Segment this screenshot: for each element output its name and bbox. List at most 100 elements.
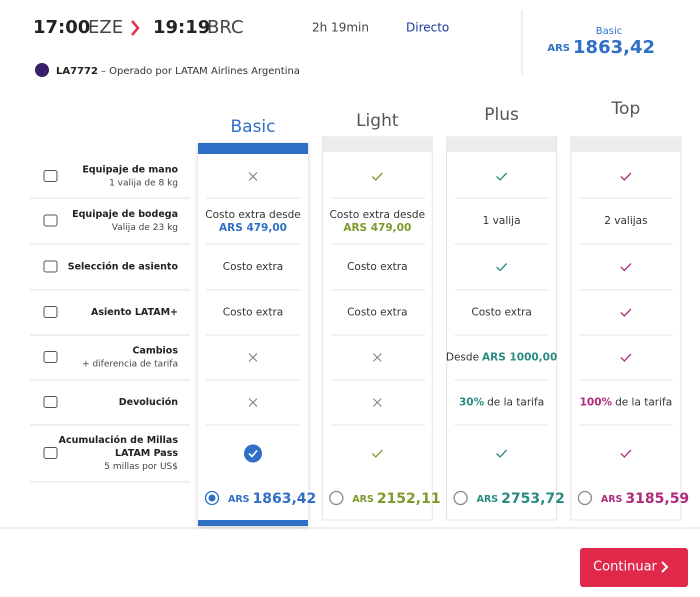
fare-name: Basic [230,117,275,137]
feature-icon [43,447,58,459]
cell-text: Costo extra [347,307,407,319]
feature-title: LATAM Pass [115,448,178,459]
cell-accent: ARS 479,00 [219,222,287,234]
currency[interactable]: ARS [352,494,374,505]
price[interactable]: 3185,59 [625,491,689,507]
cell-text: Desde ARS 1000,00 [446,352,557,364]
feature-title: Equipaje de bodega [72,209,178,220]
continue-button[interactable]: Continuar [580,548,688,587]
fare-name: Top [611,99,641,119]
cell-text: Costo extra [223,307,283,319]
route-arrow [131,20,140,36]
fare-card-header [198,143,308,154]
currency[interactable]: ARS [477,494,499,505]
check-icon [371,449,383,458]
cell-accent: 30% [459,397,485,409]
flight-number: LA7772 [56,66,98,77]
fare-price[interactable]: ARS 2753,72 [477,491,565,507]
flight-info: LA7772– Operado por LATAM Airlines Argen… [56,66,300,77]
cell-text: Costo extra [347,261,407,273]
cell-text-part: de la tarifa [615,397,672,409]
fare-card-header [570,137,681,152]
feature-icon [43,396,58,408]
fare-radio[interactable] [453,490,468,506]
check-icon [620,172,632,181]
operator: – Operado por LATAM Airlines Argentina [101,66,300,77]
arrival-airport: BRC [207,17,244,38]
price: 1863,42 [573,37,655,58]
fare-radio-dot[interactable] [208,494,216,502]
currency[interactable]: ARS [228,494,250,505]
selected-fare: Basic [596,26,622,37]
fare-card-footer [198,520,308,526]
feature-subtitle: 1 valija de 8 kg [109,179,178,189]
stops: Directo [406,21,449,35]
feature-icon [43,214,58,227]
selected-price: ARS 1863,42 [547,37,655,58]
fare-radio[interactable] [577,490,593,506]
cell-accent: ARS 479,00 [343,222,411,234]
price[interactable]: 1863,42 [253,491,317,507]
check-icon [371,172,383,181]
fare-card-header [322,137,433,152]
duration: 2h 19min [312,21,369,35]
button-bg[interactable] [580,548,688,587]
fare-price[interactable]: ARS 3185,59 [601,491,689,507]
feature-title: Selección de asiento [68,262,179,273]
check-icon [248,449,258,458]
airline-logo [35,63,49,77]
cross-icon [248,353,258,362]
feature-icon [43,170,58,182]
cross-icon [372,353,382,362]
check-icon [620,263,632,272]
fare-radio[interactable] [329,490,344,506]
cell-text: 30% de la tarifa [459,397,544,409]
price[interactable]: 2753,72 [501,491,565,507]
departure-airport: EZE [88,17,123,38]
feature-icon [43,306,58,318]
fare-price[interactable]: ARS 2152,11 [352,491,440,507]
button-arrow[interactable] [661,561,669,573]
cross-icon [372,398,382,407]
check-circle-icon [244,444,262,463]
feature-icon [43,351,58,363]
cell-text: 2 valijas [604,215,647,227]
check-icon [620,308,632,317]
arrival-time: 19:19 [153,17,210,38]
feature-title: Asiento LATAM+ [91,307,178,318]
cell-text: Costo extra [223,261,283,273]
feature-icon [43,260,58,273]
feature-subtitle: + diferencia de tarifa [82,360,178,370]
check-icon [620,449,632,458]
feature-title: Equipaje de mano [82,165,178,176]
price[interactable]: 2152,11 [377,491,441,507]
fare-price[interactable]: ARS 1863,42 [228,491,316,507]
fare-card-header [446,137,557,152]
feature-title: Acumulación de Millas [59,435,179,446]
check-icon [620,353,632,362]
cell-text: Costo extra [471,307,531,319]
fare-name: Light [356,111,399,131]
cell-text: 1 valija [483,215,521,227]
cell-text: Costo extra desde [330,209,426,221]
feature-title: Devolución [119,397,178,408]
button-label[interactable]: Continuar [593,560,657,575]
fare-card [321,136,433,521]
feature-subtitle: 5 millas por US$ [104,462,178,472]
check-icon [496,263,508,272]
cell-text: 100% de la tarifa [580,397,673,409]
cell-text-part: de la tarifa [487,397,544,409]
fare-card [446,136,558,521]
cross-icon [248,398,258,407]
feature-subtitle: Valija de 23 kg [112,223,178,233]
check-icon [496,172,508,181]
cell-accent: 100% [580,397,613,409]
cross-icon [248,172,258,181]
currency[interactable]: ARS [601,494,623,505]
cell-text-part: Desde [446,352,479,364]
fare-card [570,136,682,521]
departure-time: 17:00 [33,17,90,38]
currency: ARS [547,43,570,54]
